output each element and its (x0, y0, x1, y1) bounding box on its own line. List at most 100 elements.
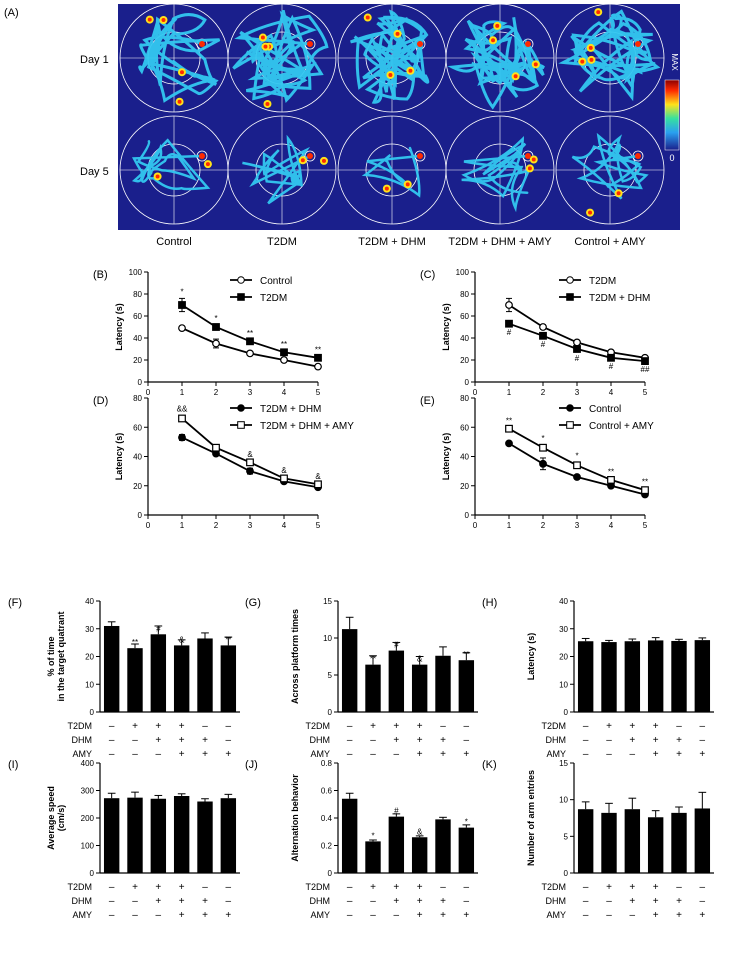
x-tick-label: 2 (541, 521, 546, 530)
bar (671, 640, 687, 712)
group-sign: + (417, 749, 423, 760)
swim-track (447, 17, 545, 110)
y-tick-label: 15 (323, 597, 332, 606)
group-sign: + (393, 882, 399, 893)
group-sign: + (393, 735, 399, 746)
group-sign: – (226, 896, 232, 907)
data-point (280, 474, 288, 483)
y-tick-label: 80 (460, 290, 469, 299)
y-axis-label: Average speed (46, 786, 56, 850)
legend-marker (566, 276, 574, 284)
group-row-label: AMY (310, 749, 330, 759)
group-sign: + (225, 910, 231, 921)
legend-label: T2DM (589, 276, 616, 287)
heat-spot (616, 191, 621, 196)
panel-label: (K) (482, 759, 497, 771)
y-tick-label: 80 (133, 394, 142, 403)
x-tick-label: 1 (507, 521, 512, 530)
x-tick-label: 2 (541, 388, 546, 397)
heat-spot (177, 99, 182, 104)
y-tick-label: 30 (85, 625, 94, 634)
bar (388, 650, 405, 712)
y-tick-label: 0.4 (321, 814, 333, 823)
y-tick-label: 30 (559, 625, 568, 634)
colorbar (664, 79, 680, 151)
group-sign: + (179, 735, 185, 746)
y-tick-label: 0 (564, 869, 569, 878)
bar (173, 645, 190, 712)
y-tick-label: 0 (465, 378, 470, 387)
heat-spot (635, 153, 641, 159)
y-axis-label: Across platform times (290, 609, 300, 704)
y-axis-label: Latency (s) (526, 633, 536, 681)
group-sign: – (132, 735, 138, 746)
y-tick-label: 15 (559, 759, 568, 768)
group-sign: + (699, 749, 705, 760)
data-point (314, 480, 322, 489)
group-sign: + (132, 882, 138, 893)
heat-spot (300, 158, 305, 163)
heat-spot (588, 210, 593, 215)
bar (435, 819, 451, 873)
group-sign: – (700, 896, 706, 907)
swim-track (232, 9, 329, 103)
group-sign: – (370, 749, 376, 760)
y-tick-label: 20 (85, 653, 94, 662)
legend-marker (237, 293, 245, 301)
group-sign: – (370, 896, 376, 907)
y-tick-label: 60 (460, 312, 469, 321)
bar (601, 642, 617, 712)
group-sign: + (653, 749, 659, 760)
data-point (505, 424, 513, 433)
group-row-label: AMY (72, 749, 92, 759)
x-tick-label: 0 (146, 521, 151, 530)
x-tick-label: 5 (643, 521, 648, 530)
significance-marker: ** (315, 346, 321, 355)
data-point (539, 323, 547, 331)
legend-label: Control + AMY (589, 421, 654, 432)
group-sign: + (202, 910, 208, 921)
group-label: T2DM (267, 236, 297, 248)
x-tick-label: 4 (282, 521, 287, 530)
group-sign: + (179, 882, 185, 893)
group-sign: – (109, 749, 115, 760)
chart-f: (F) 0 10 20 30 40 % of time in the target quatr… (8, 597, 240, 760)
panel-label: (I) (8, 759, 18, 771)
heat-spot (405, 182, 410, 187)
group-sign: + (179, 896, 185, 907)
y-tick-label: 0.2 (321, 842, 333, 851)
bar (150, 634, 167, 712)
heat-spot (199, 41, 205, 47)
bar (103, 625, 120, 712)
legend-marker (237, 276, 245, 284)
significance-marker: ** (247, 329, 253, 338)
data-point (314, 362, 322, 371)
x-tick-label: 2 (214, 521, 219, 530)
data-point (280, 348, 288, 357)
data-point (212, 339, 220, 348)
significance-marker: * (180, 287, 183, 296)
y-axis-label: Latency (s) (114, 303, 124, 351)
heat-spot (147, 17, 152, 22)
significance-marker: ** (370, 655, 376, 664)
group-row-label: DHM (310, 896, 331, 906)
group-sign: + (179, 721, 185, 732)
group-sign: + (653, 910, 659, 921)
group-sign: – (606, 910, 612, 921)
bar (577, 809, 594, 873)
group-row-label: T2DM (542, 882, 567, 892)
group-sign: + (155, 896, 161, 907)
y-tick-label: 5 (564, 832, 569, 841)
data-point (505, 301, 513, 309)
swim-track (138, 13, 221, 103)
panel-label: (J) (245, 759, 258, 771)
group-sign: – (583, 735, 589, 746)
significance-marker: & (179, 635, 185, 644)
legend-label: Control (260, 276, 292, 287)
significance-marker: * (214, 314, 217, 323)
y-tick-label: 0 (328, 708, 333, 717)
group-sign: + (440, 735, 446, 746)
bar (365, 841, 381, 873)
y-tick-label: 0 (90, 869, 95, 878)
data-point (178, 414, 186, 423)
